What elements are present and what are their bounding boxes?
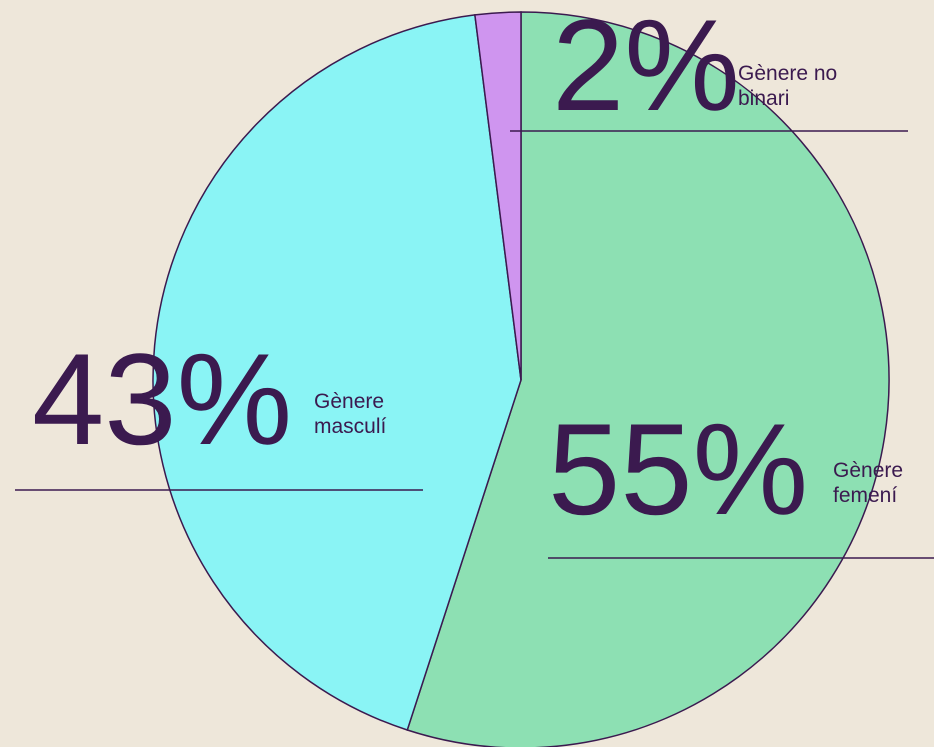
pie-slice [474, 11, 522, 381]
category-label: Gènere no binari [738, 62, 838, 110]
category-label: Gènere femení [833, 459, 904, 507]
pie-slice [152, 14, 522, 731]
value-label: 55% [548, 396, 808, 542]
value-label: 43% [32, 326, 292, 472]
category-label: Gènere masculí [314, 390, 387, 438]
pie-slice [406, 11, 890, 747]
value-label: 2% [552, 0, 740, 138]
